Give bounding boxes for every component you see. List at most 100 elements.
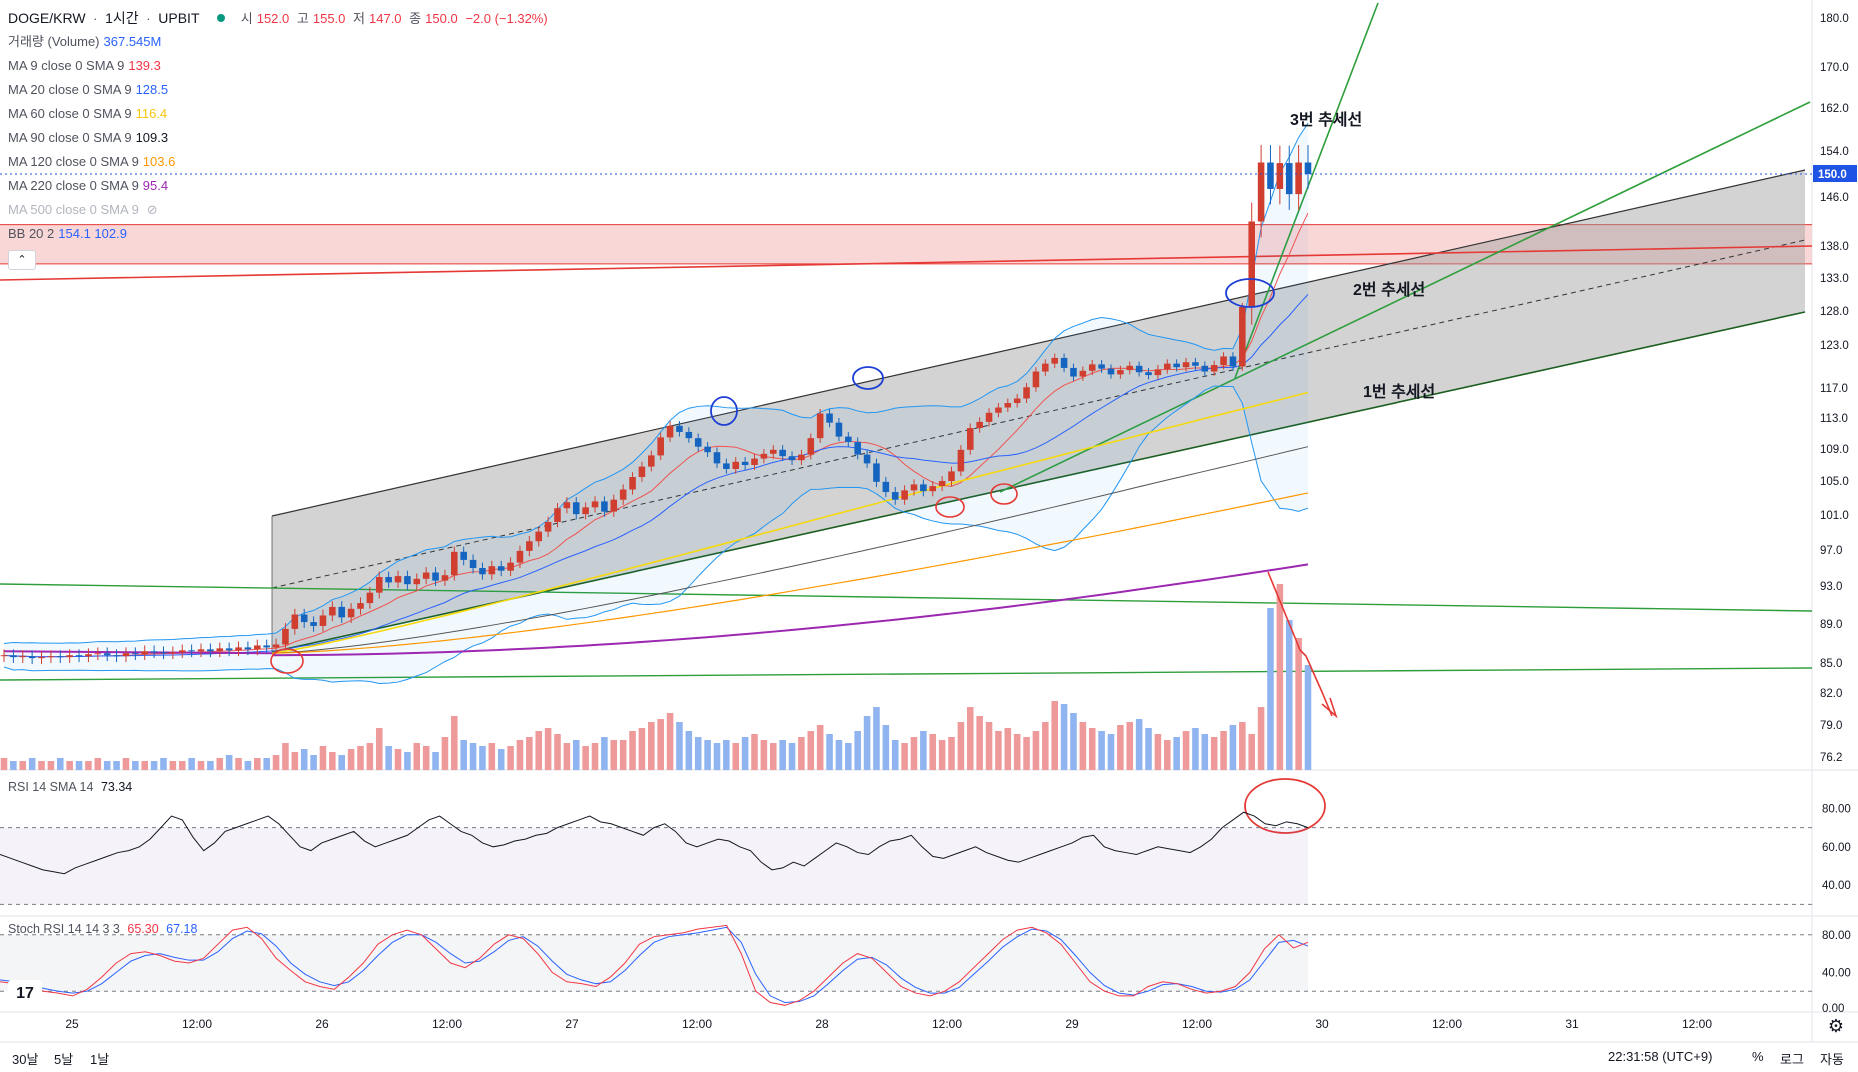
clock[interactable]: 22:31:58 (UTC+9) [1608, 1049, 1713, 1064]
volume-bar [910, 737, 918, 770]
candle-body [1285, 163, 1293, 195]
candle-body [779, 449, 786, 457]
volume-bar [19, 761, 27, 770]
support-line-lower [0, 667, 1813, 681]
volume-bar [28, 758, 36, 770]
interval-label[interactable]: 1시간 [105, 10, 139, 26]
candle-body [507, 562, 514, 571]
candle-body [1051, 357, 1058, 364]
price-axis-tick: 85.0 [1820, 658, 1842, 670]
candle-body [225, 648, 233, 651]
volume-bar [488, 743, 496, 770]
volume-bar [1163, 740, 1171, 770]
log-toggle[interactable]: 로그 [1780, 1052, 1804, 1067]
volume-bar [469, 743, 477, 770]
candle-body [404, 576, 411, 585]
candle-body [938, 481, 946, 487]
candle-body [798, 454, 805, 461]
candle-body [704, 446, 711, 453]
range-5d-button[interactable]: 5날 [54, 1052, 74, 1067]
candle-body [619, 489, 627, 500]
volume-bar [357, 746, 364, 770]
rsi-axis-tick: 60.00 [1822, 842, 1851, 854]
candle-body [1173, 363, 1180, 368]
volume-bar [516, 740, 524, 770]
auto-toggle[interactable]: 자동 [1820, 1052, 1844, 1067]
volume-bar [610, 740, 618, 770]
volume-bar [10, 761, 17, 770]
stoch-pane-legend[interactable]: Stoch RSI 14 14 3 3 65.30 67.18 [8, 922, 197, 936]
rsi-pane-legend[interactable]: RSI 14 SMA 14 73.34 [8, 780, 132, 794]
candle-body [1023, 387, 1030, 399]
time-axis-tick: 12:00 [1432, 1017, 1462, 1031]
volume-bar [132, 761, 139, 770]
candle-body [319, 615, 327, 626]
stoch-axis-tick: 0.00 [1822, 1003, 1844, 1015]
indicator-bb[interactable]: BB 20 2 154.1 102.9 [8, 224, 131, 244]
red-trendline [0, 245, 1813, 281]
eye-hidden-icon[interactable]: ⊘ [146, 202, 158, 217]
price-axis-tick: 97.0 [1820, 545, 1842, 557]
range-1d-button[interactable]: 1날 [90, 1052, 110, 1067]
candle-body [85, 654, 92, 657]
settings-gear-icon[interactable]: ⚙ [1827, 1016, 1844, 1036]
indicator-value: 103.6 [142, 154, 176, 169]
time-axis-tick: 26 [315, 1017, 329, 1031]
volume-bar [685, 731, 693, 770]
volume-bar [1295, 638, 1302, 770]
volume-bar [657, 719, 664, 770]
indicator-ma120[interactable]: MA 120 close 0 SMA 9 103.6 [8, 152, 179, 172]
candle-body [929, 486, 937, 492]
volume-bar [188, 758, 195, 770]
volume-bar [572, 740, 580, 770]
volume-bar [291, 752, 299, 770]
volume-bar [741, 737, 749, 770]
candle-body [10, 655, 17, 658]
volume-bar [263, 758, 270, 770]
candle-body [629, 477, 636, 490]
volume-bar [779, 740, 786, 770]
candle-body [207, 649, 214, 652]
candle-body [441, 575, 449, 581]
volume-bar [601, 737, 608, 770]
indicator-label: MA 20 close 0 SMA 9 [8, 82, 132, 97]
volume-bar [103, 761, 111, 770]
candle-body [244, 647, 252, 650]
candle-body [657, 437, 664, 456]
indicator-label: BB 20 2 [8, 226, 55, 241]
indicator-ma90[interactable]: MA 90 close 0 SMA 9 109.3 [8, 128, 172, 148]
current-price-tag [1813, 165, 1857, 182]
volume-bar [385, 746, 392, 770]
candle-body [66, 655, 73, 658]
indicator-ma220[interactable]: MA 220 close 0 SMA 9 95.4 [8, 176, 172, 196]
volume-bar [366, 743, 374, 770]
candle-body [300, 614, 308, 623]
volume-bar [713, 743, 721, 770]
collapse-legend-button[interactable]: ⌃ [8, 250, 36, 270]
indicator-ma60[interactable]: MA 60 close 0 SMA 9 116.4 [8, 104, 171, 124]
percent-toggle[interactable]: % [1752, 1049, 1764, 1064]
volume-bar [1004, 728, 1012, 770]
symbol-name[interactable]: DOGE/KRW [8, 10, 86, 26]
indicator-ma9[interactable]: MA 9 close 0 SMA 9 139.3 [8, 56, 165, 76]
volume-bar [1248, 734, 1255, 770]
candle-body [572, 502, 580, 515]
indicator-ma20[interactable]: MA 20 close 0 SMA 9 128.5 [8, 80, 172, 100]
range-30d-button[interactable]: 30날 [12, 1052, 39, 1067]
tradingview-logo[interactable]: 17 [8, 980, 42, 1008]
indicator-volume[interactable]: 거래량 (Volume) 367.545M [8, 32, 165, 52]
candle-body [1210, 365, 1218, 372]
ma120-line [271, 492, 1309, 654]
indicator-value: 116.4 [135, 106, 168, 121]
indicator-label: MA 220 close 0 SMA 9 [8, 178, 139, 193]
candle-body [976, 421, 983, 429]
indicator-ma500[interactable]: MA 500 close 0 SMA 9 ⊘ [8, 200, 162, 220]
volume-bar [648, 722, 655, 770]
volume-bar [1276, 584, 1284, 770]
volume-bar [1060, 704, 1068, 770]
volume-bar [694, 737, 702, 770]
indicator-value: 154.1 102.9 [58, 226, 127, 241]
resistance-band [0, 224, 1812, 264]
open-label: 시 [240, 11, 253, 26]
